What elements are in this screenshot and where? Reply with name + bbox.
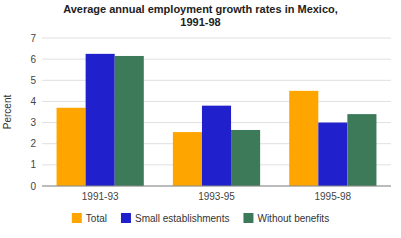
title-line: 1991-98 <box>180 16 220 28</box>
chart: Average annual employment growth rates i… <box>0 0 401 238</box>
legend-swatch <box>121 213 131 223</box>
y-tick-label: 2 <box>30 138 36 149</box>
bar <box>318 123 347 186</box>
legend-swatch <box>72 213 82 223</box>
bars <box>57 54 377 186</box>
x-tick-label: 1991-93 <box>82 191 119 202</box>
y-axis-label: Percent <box>2 95 13 130</box>
grid-line <box>42 186 391 187</box>
y-tick-label: 6 <box>30 54 36 65</box>
title-line: Average annual employment growth rates i… <box>63 3 338 15</box>
grid-line <box>42 38 391 39</box>
legend-item: Total <box>72 213 107 224</box>
y-tick-label: 0 <box>30 181 36 192</box>
bar <box>115 56 144 186</box>
x-axis-line <box>42 186 391 187</box>
chart-container: Average annual employment growth rates i… <box>0 0 401 238</box>
x-tick-label: 1995-98 <box>314 191 351 202</box>
bar <box>57 108 86 186</box>
bar <box>231 130 260 186</box>
legend-swatch <box>243 213 253 223</box>
legend-item: Without benefits <box>243 213 329 224</box>
legend-label: Total <box>86 213 107 224</box>
bar <box>202 106 231 186</box>
legend-label: Small establishments <box>135 213 229 224</box>
y-tick-label: 4 <box>30 96 36 107</box>
legend: Total Small establishments Without benefit… <box>72 213 329 224</box>
bar <box>86 54 115 186</box>
bar <box>173 132 202 186</box>
grid <box>42 38 391 186</box>
x-tick-label: 1993-95 <box>198 191 235 202</box>
title: Average annual employment growth rates i… <box>63 3 338 28</box>
y-tick-label: 5 <box>30 75 36 86</box>
bar <box>347 114 376 186</box>
legend-label: Without benefits <box>257 213 329 224</box>
y-tick-label: 7 <box>30 33 36 44</box>
legend-item: Small establishments <box>121 213 229 224</box>
y-tick-label: 1 <box>30 159 36 170</box>
bar <box>289 91 318 186</box>
y-tick-label: 3 <box>30 117 36 128</box>
